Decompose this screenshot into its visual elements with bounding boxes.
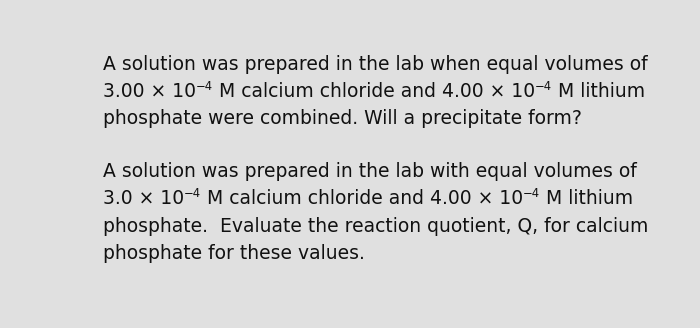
Text: −4: −4 <box>523 187 540 200</box>
Text: −4: −4 <box>196 80 213 93</box>
Text: −4: −4 <box>535 80 552 93</box>
Text: M calcium chloride and 4.00 × 10: M calcium chloride and 4.00 × 10 <box>201 189 523 208</box>
Text: phosphate.  Evaluate the reaction quotient, Q, for calcium: phosphate. Evaluate the reaction quotien… <box>103 216 648 236</box>
Text: −4: −4 <box>184 187 201 200</box>
Text: phosphate were combined. Will a precipitate form?: phosphate were combined. Will a precipit… <box>103 109 582 128</box>
Text: M lithium: M lithium <box>540 189 634 208</box>
Text: M lithium: M lithium <box>552 82 645 101</box>
Text: A solution was prepared in the lab when equal volumes of: A solution was prepared in the lab when … <box>103 55 648 74</box>
Text: A solution was prepared in the lab with equal volumes of: A solution was prepared in the lab with … <box>103 162 636 181</box>
Text: 3.0 × 10: 3.0 × 10 <box>103 189 184 208</box>
Text: phosphate for these values.: phosphate for these values. <box>103 244 365 263</box>
Text: 3.00 × 10: 3.00 × 10 <box>103 82 196 101</box>
Text: M calcium chloride and 4.00 × 10: M calcium chloride and 4.00 × 10 <box>213 82 535 101</box>
